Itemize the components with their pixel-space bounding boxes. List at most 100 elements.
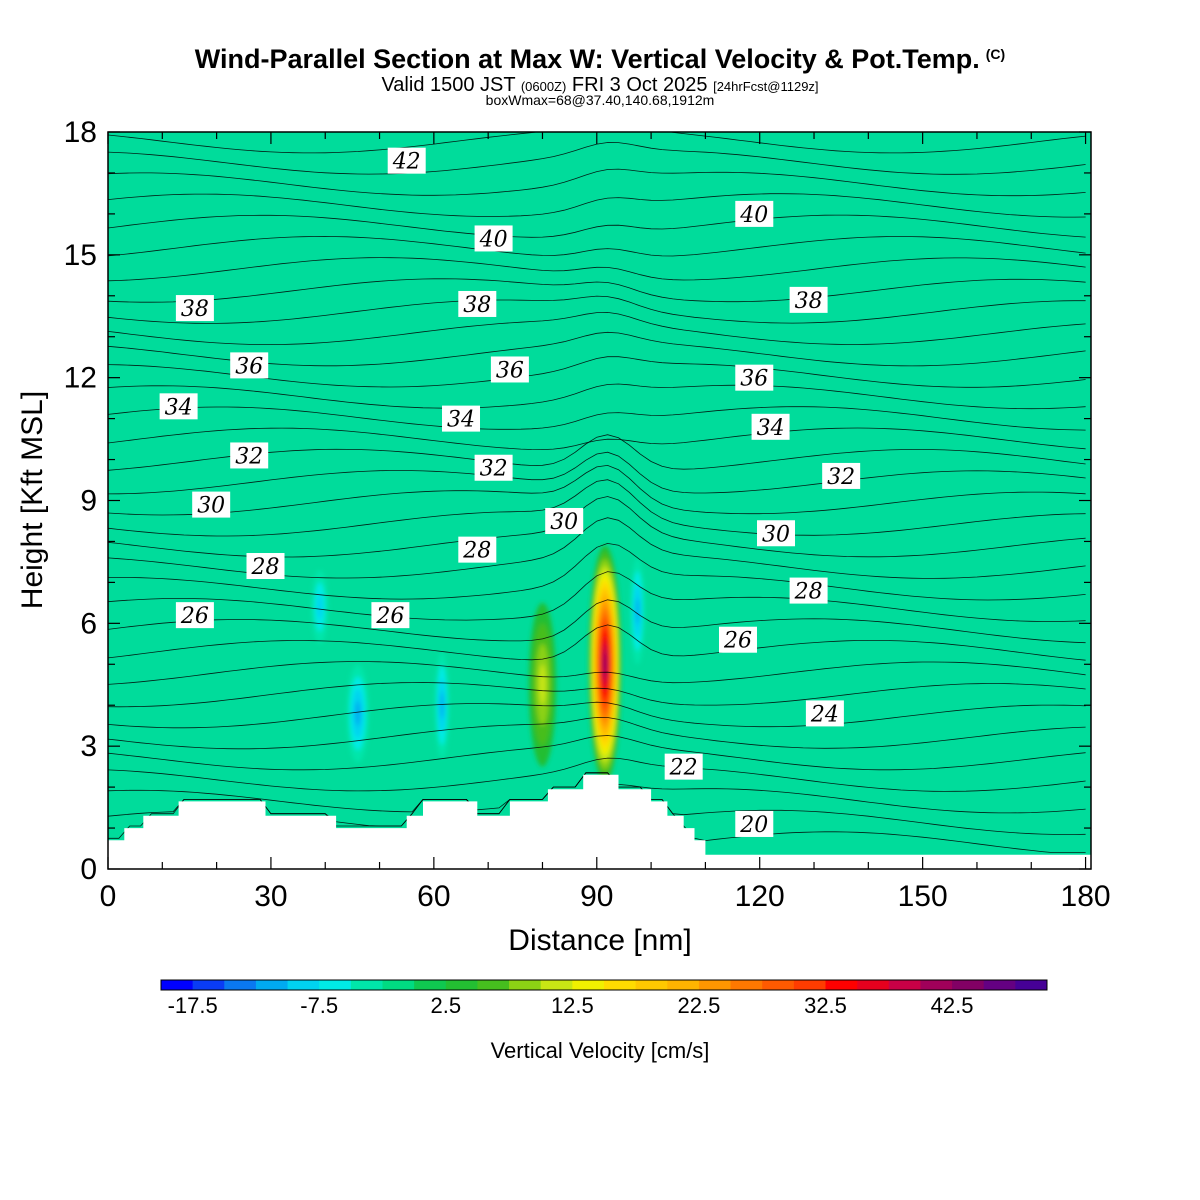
theta-contour-line (108, 542, 1086, 601)
theta-label-box (458, 536, 497, 563)
theta-label: 36 (735, 364, 774, 392)
colorbar-tick-label: 32.5 (804, 993, 847, 1018)
theta-label-box (474, 454, 513, 481)
theta-label-text: 40 (479, 227, 508, 252)
theta-label-box (442, 405, 481, 432)
x-axis-label: Distance [nm] (508, 924, 691, 957)
colorbar-swatch (698, 980, 732, 990)
valid-time-line: Valid 1500 JST (0600Z) FRI 3 Oct 2025 [2… (0, 74, 1200, 97)
theta-contour-line (108, 427, 1086, 451)
theta-label-box (757, 520, 796, 547)
valid-date: FRI 3 Oct 2025 (571, 74, 708, 96)
x-tick-label: 30 (254, 880, 287, 913)
theta-label-box (545, 507, 584, 534)
theta-contour-line (108, 624, 1086, 661)
colorbar-tick-label: 42.5 (931, 993, 974, 1018)
velocity-feature-1-level-4 (635, 597, 640, 625)
colorbar-swatch (793, 980, 826, 990)
velocity-feature-0-level-17 (603, 657, 606, 672)
x-tick-label: 90 (580, 880, 613, 913)
theta-label-text: 20 (739, 813, 768, 838)
theta-label: 20 (735, 810, 774, 838)
theta-contour-line (108, 278, 1086, 303)
colorbar-swatch (825, 980, 858, 990)
theta-label-box (175, 602, 214, 629)
theta-label: 34 (442, 405, 481, 433)
colorbar-swatch (350, 980, 383, 990)
theta-contour-line (108, 772, 1086, 814)
theta-label-box (490, 356, 529, 383)
theta-label-text: 26 (375, 604, 404, 629)
colorbar-swatch (319, 980, 352, 990)
theta-label: 22 (664, 753, 703, 781)
theta-label-box (175, 295, 214, 322)
theta-contour-line (108, 451, 1086, 495)
theta-label: 30 (192, 491, 231, 519)
velocity-feature-2-level-4 (539, 664, 546, 706)
y-axis-label: Height [Kft MSL] (16, 391, 49, 609)
copyright-tag: (C) (985, 46, 1006, 62)
theta-label-box (192, 491, 231, 518)
theta-label-text: 32 (827, 465, 855, 490)
theta-label-text: 28 (794, 580, 823, 605)
theta-label-box (387, 147, 426, 174)
theta-label-text: 30 (197, 494, 225, 519)
theta-label-box (159, 393, 198, 420)
theta-label-box (822, 462, 861, 489)
theta-contour-line (108, 716, 1086, 750)
theta-contour-line (108, 383, 1086, 410)
theta-label: 38 (789, 286, 828, 314)
theta-contour-line (108, 735, 1086, 771)
theta-label-box (458, 290, 497, 317)
colorbar-swatch (477, 980, 510, 990)
theta-label-text: 22 (669, 756, 698, 781)
theta-label: 38 (175, 295, 214, 322)
theta-label-box (751, 413, 790, 440)
x-tick-label: 60 (417, 880, 450, 913)
colorbar-swatch (1015, 980, 1048, 990)
colorbar-tick-label: 22.5 (678, 993, 721, 1018)
velocity-feature-4-level-4 (440, 691, 444, 719)
colorbar-label: Vertical Velocity [cm/s] (491, 1038, 710, 1063)
theta-contour-line (108, 235, 1086, 257)
theta-label-box (371, 602, 410, 629)
colorbar-swatch (730, 980, 763, 990)
theta-label: 36 (230, 352, 269, 379)
theta-label-box (805, 700, 844, 727)
theta-contour-line (108, 193, 1086, 218)
colorbar-swatch (952, 980, 985, 990)
chart-title-text: Wind-Parallel Section at Max W: Vertical… (194, 44, 980, 74)
theta-label-text: 26 (723, 629, 752, 654)
theta-label-box (664, 753, 703, 780)
theta-label-text: 42 (392, 150, 421, 175)
colorbar-swatch (857, 980, 890, 990)
chart-title: Wind-Parallel Section at Max W: Vertical… (0, 44, 1200, 75)
theta-contour-line (108, 479, 1086, 537)
y-tick-label: 9 (80, 485, 97, 518)
theta-contour-line (108, 406, 1086, 431)
theta-label: 26 (175, 602, 214, 629)
theta-label-text: 26 (180, 604, 209, 629)
theta-label: 34 (751, 413, 790, 441)
colorbar-swatch (762, 980, 795, 990)
colorbar-tick-label: -7.5 (300, 993, 338, 1018)
y-tick-label: 6 (80, 607, 97, 640)
theta-label-box (789, 286, 828, 313)
theta-contour-line (108, 464, 1086, 516)
y-tick-label: 12 (64, 362, 97, 395)
theta-contour-line (108, 132, 1086, 154)
theta-contours (108, 132, 1086, 853)
theta-label-text: 24 (810, 702, 839, 727)
colorbar-swatch (255, 980, 289, 990)
theta-label-box (474, 225, 513, 252)
theta-label: 40 (474, 225, 513, 252)
theta-label-box (718, 626, 757, 653)
colorbar-swatch (920, 980, 953, 990)
x-tick-label: 150 (898, 880, 948, 913)
colorbar-swatch (983, 980, 1016, 990)
theta-label: 28 (789, 577, 828, 605)
theta-label-box (735, 810, 774, 837)
terrain (108, 774, 1091, 869)
